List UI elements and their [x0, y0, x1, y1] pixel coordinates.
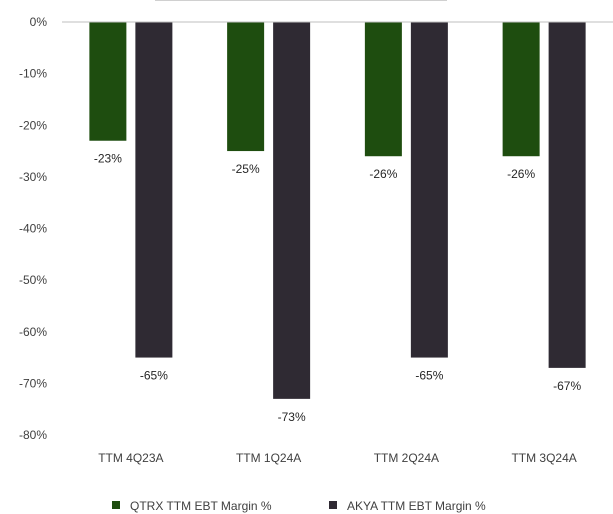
bar-akya — [410, 22, 448, 358]
legend: QTRX TTM EBT Margin % AKYA TTM EBT Margi… — [112, 499, 486, 513]
x-axis: TTM 4Q23A TTM 1Q24A TTM 2Q24A TTM 3Q24A — [98, 451, 577, 465]
bar-akya — [273, 22, 311, 399]
x-tick-label: TTM 2Q24A — [374, 451, 439, 465]
bar-akya — [548, 22, 586, 368]
data-label-qtrx: -26% — [369, 167, 397, 181]
data-label-qtrx: -23% — [94, 152, 122, 166]
y-tick-label: -40% — [19, 222, 47, 236]
bar-qtrx — [89, 22, 127, 141]
data-label-akya: -73% — [278, 410, 306, 424]
bar-qtrx — [364, 22, 402, 157]
y-tick-label: -70% — [19, 376, 47, 390]
bar-qtrx — [502, 22, 540, 157]
y-tick-label: 0% — [30, 15, 48, 29]
bar-akya — [135, 22, 173, 358]
y-tick-label: -80% — [19, 428, 47, 442]
y-tick-label: -50% — [19, 273, 47, 287]
y-tick-label: -30% — [19, 170, 47, 184]
data-label-akya: -65% — [140, 369, 168, 383]
data-label-akya: -65% — [415, 369, 443, 383]
x-tick-label: TTM 1Q24A — [236, 451, 301, 465]
y-tick-label: -10% — [19, 67, 47, 81]
data-label-qtrx: -26% — [507, 167, 535, 181]
legend-swatch-qtrx — [112, 501, 120, 509]
data-label-akya: -67% — [553, 379, 581, 393]
legend-label-qtrx: QTRX TTM EBT Margin % — [130, 499, 272, 513]
y-tick-label: -60% — [19, 325, 47, 339]
legend-swatch-akya — [329, 501, 337, 509]
x-tick-label: TTM 4Q23A — [98, 451, 163, 465]
x-tick-label: TTM 3Q24A — [511, 451, 576, 465]
y-tick-label: -20% — [19, 118, 47, 132]
bars: -23% -65% -25% -73% -26% -65% -26% -67% — [89, 22, 586, 424]
data-label-qtrx: -25% — [232, 162, 260, 176]
y-axis: 0% -10% -20% -30% -40% -50% -60% -70% -80% — [19, 15, 47, 442]
legend-label-akya: AKYA TTM EBT Margin % — [347, 499, 486, 513]
bar-qtrx — [227, 22, 265, 152]
